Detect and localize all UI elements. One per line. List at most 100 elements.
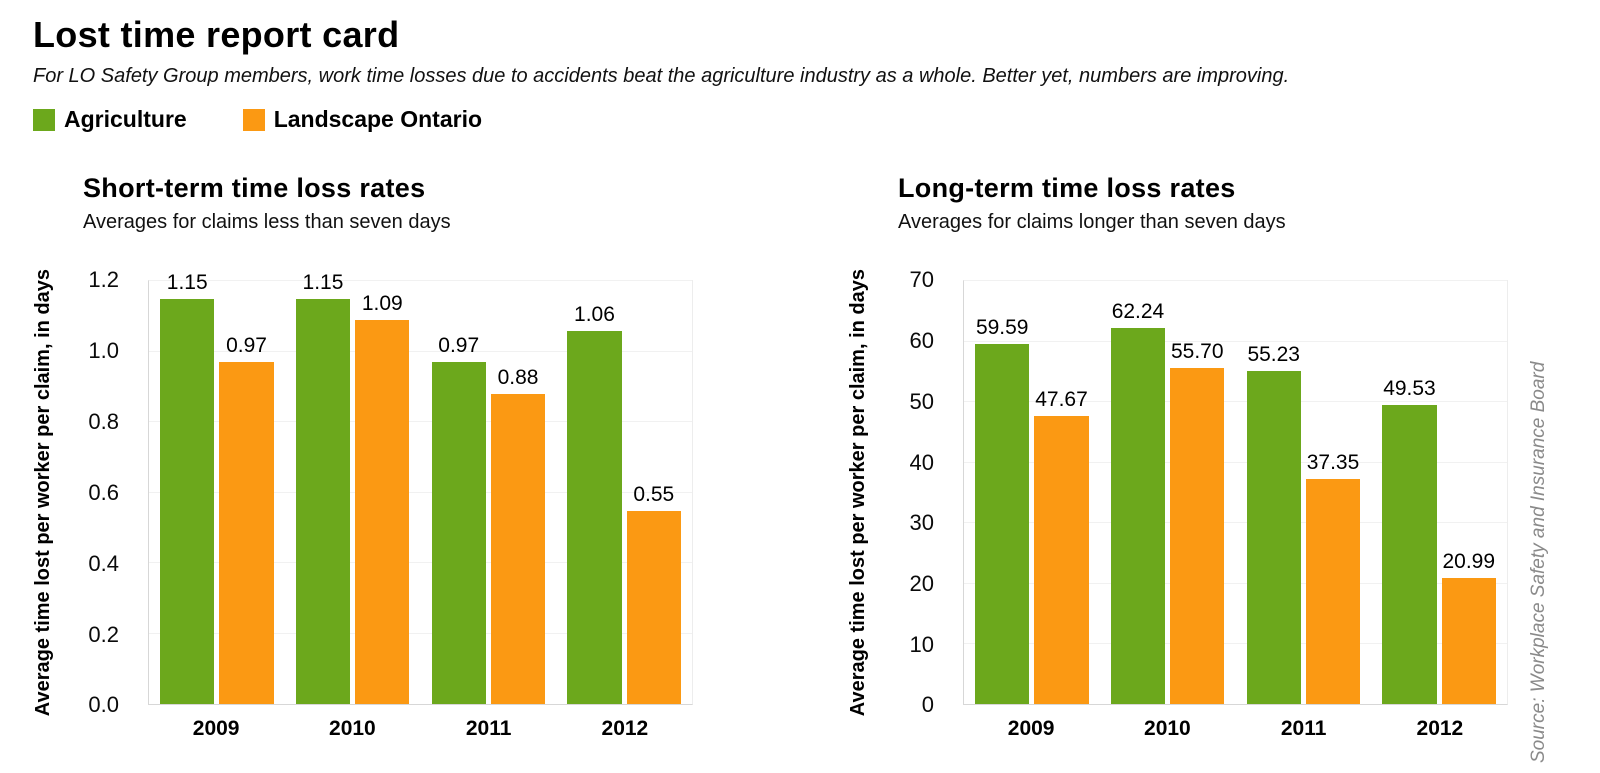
bar-group-2011: 0.97 0.88 bbox=[421, 281, 557, 705]
y-tick-label: 0.0 bbox=[88, 692, 119, 718]
bar-group-2009: 59.59 47.67 bbox=[964, 281, 1100, 705]
bar-value-label: 47.67 bbox=[1035, 388, 1088, 412]
gridline bbox=[149, 562, 692, 564]
bar-agriculture-2012: 49.53 bbox=[1382, 377, 1437, 705]
legend-label-agriculture: Agriculture bbox=[64, 106, 187, 133]
legend-item-landscape-ontario: Landscape Ontario bbox=[242, 106, 483, 133]
bar-value-label: 62.24 bbox=[1111, 300, 1165, 324]
bar-landscape-ontario-2009: 47.67 bbox=[1034, 388, 1089, 705]
bar-agriculture-2010: 1.15 bbox=[295, 271, 351, 705]
gridline bbox=[149, 421, 692, 423]
bar-value-label: 0.97 bbox=[226, 334, 267, 358]
bar-landscape-ontario-2011: 0.88 bbox=[490, 366, 546, 705]
y-axis-title-column: Average time lost per worker per claim, … bbox=[32, 269, 73, 716]
x-axis-label-2012: 2012 bbox=[1416, 717, 1464, 741]
y-tick-label: 20 bbox=[909, 570, 934, 596]
x-axis-label-2010: 2010 bbox=[329, 717, 376, 741]
legend-label-landscape-ontario: Landscape Ontario bbox=[273, 106, 483, 133]
bar-group-2010: 62.24 55.70 bbox=[1100, 281, 1236, 705]
chart-area: Average time lost per worker per claim, … bbox=[32, 267, 693, 741]
bar-group-2009: 1.15 0.97 bbox=[149, 271, 285, 705]
chart-long-term-header: Long-term time loss rates Averages for c… bbox=[898, 173, 1508, 234]
y-axis-title: Average time lost per worker per claim, … bbox=[847, 269, 869, 717]
y-tick-label: 1.0 bbox=[88, 338, 119, 364]
x-axis-label-2011: 2011 bbox=[465, 717, 512, 741]
bar-value-label: 1.06 bbox=[574, 302, 615, 326]
bar-value-label: 37.35 bbox=[1306, 450, 1360, 474]
bar-value-label: 1.09 bbox=[361, 292, 403, 316]
bar-landscape-ontario-2011: 37.35 bbox=[1305, 451, 1361, 705]
y-tick-label: 30 bbox=[909, 510, 934, 536]
bar-agriculture-2009: 59.59 bbox=[975, 316, 1030, 705]
gridline bbox=[149, 491, 692, 493]
gridline bbox=[964, 340, 1507, 342]
y-tick-label: 10 bbox=[909, 631, 934, 657]
gridline bbox=[149, 632, 692, 634]
y-tick-label: 70 bbox=[909, 267, 934, 293]
bar-landscape-ontario-2010: 55.70 bbox=[1170, 340, 1225, 705]
bar-landscape-ontario-2009: 0.97 bbox=[219, 334, 274, 705]
gridline bbox=[964, 461, 1507, 463]
x-axis-label-2010: 2010 bbox=[1144, 717, 1191, 741]
x-axis-labels: 2009 2010 2011 2012 bbox=[148, 717, 693, 741]
bar-group-2012: 49.53 20.99 bbox=[1371, 281, 1507, 705]
x-axis-label-2009: 2009 bbox=[1007, 717, 1055, 741]
agriculture-color-swatch bbox=[33, 108, 55, 131]
source-attribution: Source: Workplace Safety and Insurance B… bbox=[1528, 362, 1549, 764]
plot-column: 59.59 47.67 62.24 55.70 55.23 37.35 49.53 20.99… bbox=[963, 280, 1508, 741]
y-tick-label: 40 bbox=[909, 449, 934, 475]
plot-long-term: 0 10 20 30 40 50 60 70 59.59 47.67 62.24 55.70 55.23… bbox=[888, 267, 1508, 741]
bar-agriculture-2012: 1.06 bbox=[567, 303, 622, 705]
bar-agriculture-2011: 0.97 bbox=[431, 334, 486, 705]
bar-value-label: 1.15 bbox=[302, 271, 344, 295]
gridline bbox=[964, 401, 1507, 403]
y-tick-label: 0.8 bbox=[88, 409, 119, 435]
chart-subtitle: Averages for claims longer than seven da… bbox=[898, 211, 1286, 234]
bar-group-2012: 1.06 0.55 bbox=[556, 281, 692, 705]
y-axis-title: Average time lost per worker per claim, … bbox=[32, 269, 54, 717]
bar-value-label: 0.97 bbox=[438, 334, 480, 358]
x-axis-label-2012: 2012 bbox=[601, 717, 649, 741]
bar-value-label: 49.53 bbox=[1383, 377, 1436, 401]
x-axis-label-2009: 2009 bbox=[192, 717, 240, 741]
gridline bbox=[964, 582, 1507, 584]
chart-subtitle: Averages for claims less than seven days bbox=[83, 211, 451, 234]
plot-area: 59.59 47.67 62.24 55.70 55.23 37.35 49.53 20.99 bbox=[963, 280, 1508, 706]
bar-landscape-ontario-2012: 20.99 bbox=[1441, 550, 1496, 705]
gridline bbox=[964, 280, 1507, 282]
bar-landscape-ontario-2010: 1.09 bbox=[355, 292, 410, 705]
legend-item-agriculture: Agriculture bbox=[33, 106, 187, 133]
bar-value-label: 1.15 bbox=[166, 271, 208, 295]
plot-area: 1.15 0.97 1.15 1.09 0.97 0.88 1.06 0.55 bbox=[148, 271, 693, 706]
chart-title: Short-term time loss rates bbox=[83, 173, 426, 204]
bar-landscape-ontario-2012: 0.55 bbox=[626, 483, 681, 705]
bar-value-label: 0.88 bbox=[497, 366, 539, 390]
chart-short-term: Short-term time loss rates Averages for … bbox=[32, 173, 693, 741]
y-tick-label: 0.4 bbox=[88, 550, 119, 576]
bar-agriculture-2010: 62.24 bbox=[1110, 300, 1166, 705]
bar-value-label: 0.55 bbox=[633, 482, 675, 506]
gridline bbox=[149, 350, 692, 352]
charts-row: Short-term time loss rates Averages for … bbox=[32, 173, 1600, 763]
bar-group-2010: 1.15 1.09 bbox=[285, 271, 421, 705]
y-axis-ticks: 0.0 0.2 0.4 0.6 0.8 1.0 1.2 bbox=[73, 267, 133, 717]
chart-short-term-header: Short-term time loss rates Averages for … bbox=[83, 173, 693, 234]
y-tick-label: 0 bbox=[921, 692, 934, 718]
bar-agriculture-2011: 55.23 bbox=[1246, 343, 1301, 705]
bar-group-2011: 55.23 37.35 bbox=[1236, 281, 1372, 705]
y-tick-label: 0.2 bbox=[88, 621, 119, 647]
bar-value-label: 20.99 bbox=[1442, 549, 1496, 573]
y-axis-ticks: 0 10 20 30 40 50 60 70 bbox=[888, 267, 948, 717]
y-tick-label: 1.2 bbox=[88, 267, 119, 293]
y-tick-label: 0.6 bbox=[88, 479, 119, 505]
gridline bbox=[964, 522, 1507, 524]
y-tick-label: 60 bbox=[909, 328, 934, 354]
chart-area: Average time lost per worker per claim, … bbox=[847, 267, 1508, 741]
legend: Agriculture Landscape Ontario bbox=[33, 106, 1600, 133]
y-tick-label: 50 bbox=[909, 388, 934, 414]
page-title: Lost time report card bbox=[33, 14, 400, 55]
landscape-ontario-color-swatch bbox=[242, 108, 265, 131]
chart-title: Long-term time loss rates bbox=[898, 173, 1236, 204]
y-axis-title-column: Average time lost per worker per claim, … bbox=[847, 269, 888, 716]
